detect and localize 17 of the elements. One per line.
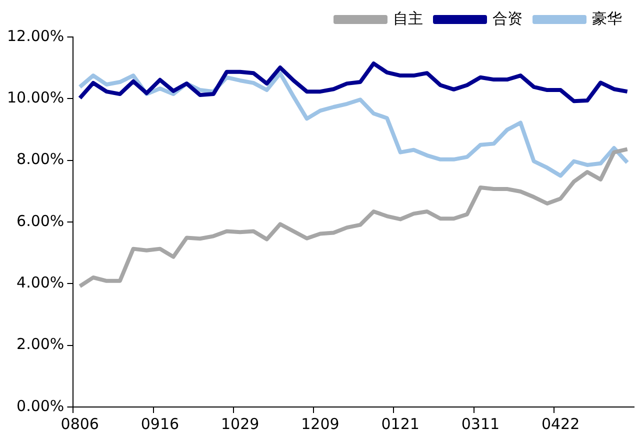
x-tick-label: 1029 [221, 414, 260, 433]
y-tick-label: 0.00% [16, 396, 64, 415]
x-tick-label: 0916 [140, 414, 180, 433]
x-tick-label: 0121 [381, 414, 420, 433]
y-tick-label: 10.00% [6, 88, 64, 107]
y-tick-label: 6.00% [16, 212, 64, 230]
y-tick-label: 2.00% [16, 335, 64, 354]
x-tick-label: 0422 [541, 414, 580, 433]
legend-label: 合资 [492, 9, 522, 28]
x-tick-label: 0311 [461, 414, 500, 433]
legend-label: 豪华 [592, 9, 622, 28]
legend-label: 自主 [393, 9, 423, 28]
x-tick-label: 0806 [60, 414, 99, 433]
y-tick-label: 12.00% [6, 26, 64, 45]
x-tick-label: 1209 [301, 414, 340, 433]
y-tick-label: 8.00% [16, 150, 64, 168]
y-tick-label: 4.00% [16, 274, 64, 292]
